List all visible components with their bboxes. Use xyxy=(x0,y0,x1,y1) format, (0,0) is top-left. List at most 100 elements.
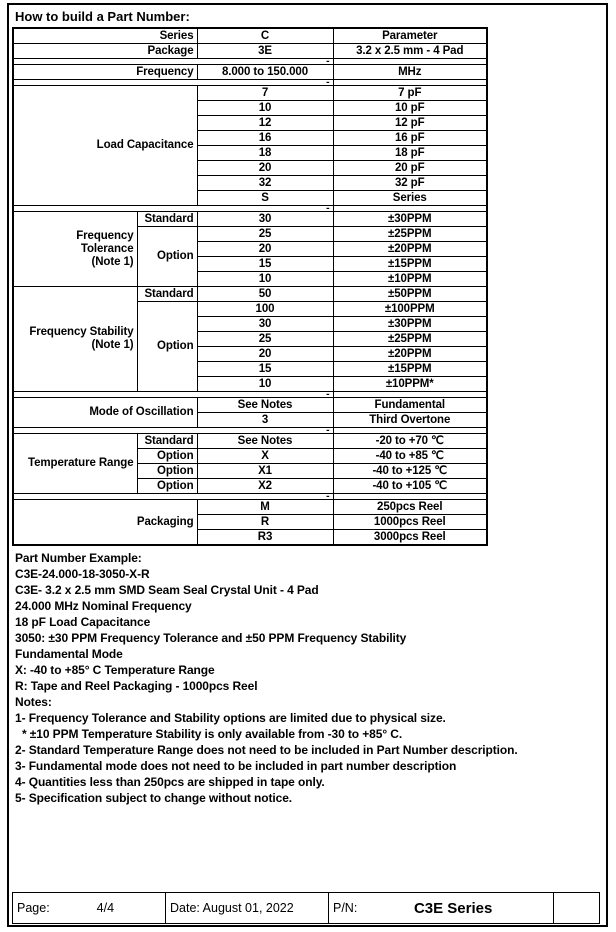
load-capacitance-label: Load Capacitance xyxy=(12,85,198,206)
frequency-stability-param: ±30PPM xyxy=(332,316,488,332)
frequency-stability-label-line: Frequency Stability xyxy=(29,326,134,338)
frequency-stability-row: 10 ±10PPM* xyxy=(13,376,488,392)
load-capacitance-code: 12 xyxy=(196,115,334,131)
temperature-range-type: Option xyxy=(136,463,198,479)
frequency-stability-code: 10 xyxy=(196,376,334,392)
frequency-stability-code: 20 xyxy=(196,346,334,362)
footer-empty-cell xyxy=(553,892,600,924)
load-capacitance-code: 16 xyxy=(196,130,334,146)
frequency-tolerance-row: Option 25 ±25PPM xyxy=(13,226,488,287)
frequency-tolerance-param: ±15PPM xyxy=(332,256,488,272)
load-capacitance-param: 16 pF xyxy=(332,130,488,146)
footer-pn-cell: P/N: C3E Series xyxy=(328,892,554,924)
frequency-stability-code: 15 xyxy=(196,361,334,377)
load-capacitance-code: 20 xyxy=(196,160,334,176)
footer-page-label: Page: xyxy=(17,901,50,915)
packaging-code: R xyxy=(196,514,334,530)
frequency-tolerance-code: 25 xyxy=(196,226,334,242)
load-capacitance-row: 16 16 pF xyxy=(13,130,488,146)
packaging-label: Packaging xyxy=(12,499,198,546)
frequency-tolerance-label-line: Tolerance xyxy=(80,242,134,255)
frequency-tolerance-label: Frequency Tolerance (Note 1) xyxy=(12,211,138,287)
temperature-range-param: -40 to +105 ℃ xyxy=(332,478,488,494)
frequency-tolerance-row: 20 ±20PPM xyxy=(13,241,488,257)
frequency-code: 8.000 to 150.000 xyxy=(196,64,334,80)
package-row: Package 3E 3.2 x 2.5 mm - 4 Pad xyxy=(12,43,488,59)
temperature-range-param: -40 to +85 ℃ xyxy=(332,448,488,464)
example-line: X: -40 to +85° C Temperature Range xyxy=(15,663,215,677)
temperature-range-code: See Notes xyxy=(196,433,334,449)
frequency-tolerance-param: ±10PPM xyxy=(332,271,488,287)
temperature-range-code: X1 xyxy=(196,463,334,479)
frequency-param: MHz xyxy=(332,64,488,80)
packaging-row: Packaging M 250pcs Reel xyxy=(12,499,488,546)
footer-pn-label: P/N: xyxy=(333,901,358,915)
temperature-range-row: Temperature Range Standard See Notes -20… xyxy=(12,433,488,494)
frequency-row: Frequency 8.000 to 150.000 MHz xyxy=(12,64,488,80)
frequency-tolerance-code: 10 xyxy=(196,271,334,287)
frequency-tolerance-label-line: (Note 1) xyxy=(91,255,134,268)
note-line: 3- Fundamental mode does not need to be … xyxy=(15,759,457,773)
frequency-tolerance-code: 30 xyxy=(196,211,334,227)
load-capacitance-param: Series xyxy=(332,190,488,206)
frequency-stability-row: Frequency Stability (Note 1) Standard 50… xyxy=(12,286,488,392)
load-capacitance-param: 7 pF xyxy=(332,85,488,101)
frequency-stability-row: 15 ±15PPM xyxy=(13,361,488,377)
mode-of-oscillation-row: Mode of Oscillation See Notes Fundamenta… xyxy=(12,397,488,428)
mode-param: Third Overtone xyxy=(332,412,488,428)
temperature-range-type: Option xyxy=(136,448,198,464)
load-capacitance-param: 32 pF xyxy=(332,175,488,191)
frequency-stability-param: ±15PPM xyxy=(332,361,488,377)
load-capacitance-code: 18 xyxy=(196,145,334,161)
frequency-tolerance-code: 20 xyxy=(196,241,334,257)
frequency-tolerance-standard-label: Standard xyxy=(136,211,198,227)
example-line: C3E- 3.2 x 2.5 mm SMD Seam Seal Crystal … xyxy=(15,583,319,597)
load-capacitance-row: 20 20 pF xyxy=(13,160,488,176)
temperature-range-code: X2 xyxy=(196,478,334,494)
mode-of-oscillation-row: 3 Third Overtone xyxy=(13,412,488,428)
load-capacitance-code: 7 xyxy=(196,85,334,101)
temperature-range-param: -40 to +125 ℃ xyxy=(332,463,488,479)
example-line: 3050: ±30 PPM Frequency Tolerance and ±5… xyxy=(15,631,407,645)
load-capacitance-param: 12 pF xyxy=(332,115,488,131)
temperature-range-row: Option X1 -40 to +125 ℃ xyxy=(13,463,488,479)
example-line: 24.000 MHz Nominal Frequency xyxy=(15,599,192,613)
frequency-tolerance-code: 15 xyxy=(196,256,334,272)
footer-bar: Page: 4/4 Date: August 01, 2022 P/N: C3E… xyxy=(12,892,600,924)
footer-date-cell: Date: August 01, 2022 xyxy=(165,892,329,924)
temperature-range-type: Option xyxy=(136,478,198,494)
footer-page-cell: Page: 4/4 xyxy=(12,892,166,924)
load-capacitance-code: S xyxy=(196,190,334,206)
footer-pn-value: C3E Series xyxy=(413,899,493,917)
example-line: C3E-24.000-18-3050-X-R xyxy=(15,567,150,581)
frequency-stability-standard-label: Standard xyxy=(136,286,198,302)
frequency-stability-param: ±10PPM* xyxy=(332,376,488,392)
note-line: 4- Quantities less than 250pcs are shipp… xyxy=(15,775,325,789)
frequency-tolerance-label-line: Frequency xyxy=(76,229,134,242)
part-number-table: Series C Parameter Package 3E 3.2 x 2.5 … xyxy=(12,27,488,546)
frequency-stability-code: 50 xyxy=(196,286,334,302)
packaging-row: R3 3000pcs Reel xyxy=(13,529,488,546)
frequency-stability-code: 30 xyxy=(196,316,334,332)
load-capacitance-param: 18 pF xyxy=(332,145,488,161)
frequency-stability-param: ±100PPM xyxy=(332,301,488,317)
frequency-stability-param: ±25PPM xyxy=(332,331,488,347)
note-line: 5- Specification subject to change witho… xyxy=(15,791,293,805)
package-code: 3E xyxy=(196,43,334,59)
packaging-param: 250pcs Reel xyxy=(332,499,488,515)
packaging-row: R 1000pcs Reel xyxy=(13,514,488,530)
frequency-stability-param: ±20PPM xyxy=(332,346,488,362)
example-and-notes: Part Number Example: C3E-24.000-18-3050-… xyxy=(15,550,606,806)
frequency-label: Frequency xyxy=(12,64,198,80)
mode-of-oscillation-label: Mode of Oscillation xyxy=(12,397,198,428)
temperature-range-label: Temperature Range xyxy=(12,433,138,494)
package-label: Package xyxy=(12,43,198,59)
series-code: C xyxy=(196,27,334,44)
parameter-header: Parameter xyxy=(332,27,488,44)
frequency-stability-code: 25 xyxy=(196,331,334,347)
mode-code: See Notes xyxy=(196,397,334,413)
packaging-code: R3 xyxy=(196,529,334,546)
example-line: R: Tape and Reel Packaging - 1000pcs Ree… xyxy=(15,679,258,693)
frequency-stability-label: Frequency Stability (Note 1) xyxy=(12,286,138,392)
frequency-tolerance-option-label: Option xyxy=(136,226,198,287)
